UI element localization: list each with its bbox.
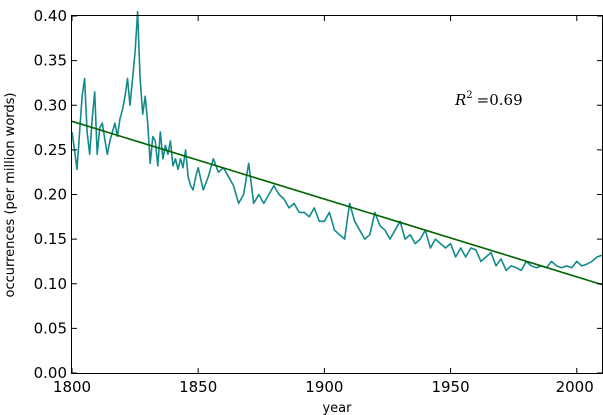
regression-line bbox=[71, 120, 603, 286]
y-tick-label: 0.30 bbox=[34, 96, 67, 114]
y-tick-label: 0.05 bbox=[34, 319, 67, 337]
x-axis-title: year bbox=[322, 401, 352, 415]
x-tick-label: 1900 bbox=[305, 378, 343, 396]
y-tick-label: 0.40 bbox=[34, 7, 67, 25]
y-tick-label: 0.20 bbox=[34, 186, 67, 204]
y-tick-label: 0.00 bbox=[34, 364, 67, 382]
plot-frame bbox=[71, 15, 603, 374]
y-axis-title: occurrences (per million words) bbox=[3, 93, 18, 298]
y-tick-label: 0.35 bbox=[34, 52, 67, 70]
y-tick-label: 0.25 bbox=[34, 141, 67, 159]
y-tick-label: 0.15 bbox=[34, 230, 67, 248]
series-line-observed bbox=[71, 10, 603, 272]
y-tick-label: 0.10 bbox=[34, 275, 67, 293]
r2-annotation: R2 =0.69 bbox=[454, 90, 523, 109]
x-tick-label: 2000 bbox=[556, 378, 594, 396]
x-tick-label: 1800 bbox=[53, 378, 91, 396]
x-tick-label: 1950 bbox=[431, 378, 469, 396]
x-tick-label: 1850 bbox=[179, 378, 217, 396]
